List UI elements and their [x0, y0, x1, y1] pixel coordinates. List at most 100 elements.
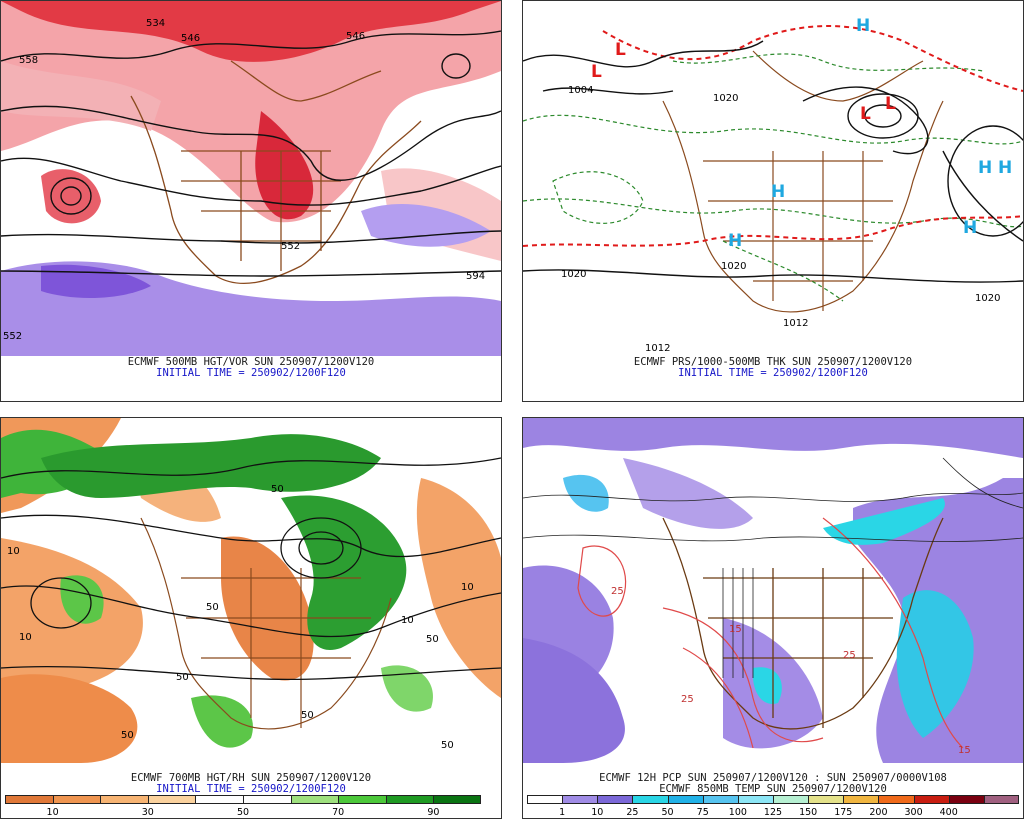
temp-label: 25 — [611, 586, 624, 597]
low-pressure-marker: L — [591, 62, 602, 82]
legend-tick-label: 400 — [939, 807, 958, 818]
legend-swatch — [737, 795, 773, 804]
rh-label: 50 — [271, 484, 284, 495]
panel-title: ECMWF 700MB HGT/RH SUN 250907/1200V120 — [130, 772, 372, 784]
legend-tick-label: 175 — [834, 807, 853, 818]
legend-tick-label: 200 — [869, 807, 888, 818]
legend-swatch — [772, 795, 809, 804]
rh-label: 50 — [121, 730, 134, 741]
isobar-label: 1004 — [568, 85, 593, 96]
rh-label: 50 — [426, 634, 439, 645]
panel-title: ECMWF 500MB HGT/VOR SUN 250907/1200V120 — [127, 356, 375, 368]
isobar-label: 1012 — [783, 318, 808, 329]
panel-title: ECMWF 12H PCP SUN 250907/1200V120 : SUN … — [599, 772, 947, 784]
panel-precip-850temp: 25 25 15 25 15 ECMWF 12H PCP SUN 250907/… — [522, 417, 1024, 819]
legend-tick-label: 50 — [236, 807, 250, 818]
isobar-label: 1020 — [975, 293, 1000, 304]
contour-label: 552 — [281, 241, 300, 252]
legend-swatch — [147, 795, 196, 804]
legend-tick-label: 30 — [141, 807, 154, 818]
low-pressure-marker: L — [615, 40, 626, 60]
legend-tick-label: 70 — [332, 807, 345, 818]
rh-label: 10 — [19, 632, 32, 643]
high-pressure-marker: H — [998, 158, 1012, 178]
contour-label: 558 — [19, 55, 38, 66]
legend-swatch — [702, 795, 738, 804]
legend-swatch — [433, 795, 481, 804]
contour-label: 546 — [346, 31, 365, 42]
contour-label: 546 — [181, 33, 200, 44]
initial-time: INITIAL TIME = 250902/1200F120 — [156, 367, 346, 379]
legend-tick-label: 50 — [661, 807, 674, 818]
temp-label: 15 — [958, 745, 971, 756]
legend-swatch — [527, 795, 563, 804]
temp-label: 15 — [729, 624, 742, 635]
panel-500mb-hgt-vor: 534 546 546 558 552 594 552 ECMWF 500MB … — [0, 0, 502, 402]
legend-tick-label: 10 — [591, 807, 604, 818]
isobar-label: 1020 — [561, 269, 586, 280]
rh-label: 10 — [461, 582, 474, 593]
legend-tick-label: 125 — [763, 807, 783, 818]
isobar-label: 1012 — [645, 343, 670, 354]
legend-tick-label: 10 — [46, 807, 59, 818]
legend-swatch — [338, 795, 386, 804]
legend-swatch — [667, 795, 703, 804]
legend-swatch — [913, 795, 949, 804]
map-700mb-rh: 10 50 50 10 50 50 10 50 50 50 10 — [1, 418, 501, 778]
legend-swatch — [562, 795, 598, 804]
legend-swatch — [878, 795, 914, 804]
temp-label: 25 — [681, 694, 694, 705]
panel-700mb-hgt-rh: 10 50 50 10 50 50 10 50 50 50 10 ECMWF 7… — [0, 417, 502, 819]
high-pressure-marker: H — [963, 218, 977, 238]
legend-tick-label: 100 — [728, 807, 747, 818]
panel-subtitle: ECMWF 850MB TEMP SUN 250907/1200V120 — [659, 783, 887, 795]
map-precip-850temp: 25 25 15 25 15 — [523, 418, 1023, 778]
rh-label: 50 — [301, 710, 314, 721]
contour-label: 534 — [146, 18, 165, 29]
map-500mb-vorticity: 534 546 546 558 552 594 552 — [1, 1, 501, 401]
legend-swatch — [983, 795, 1019, 804]
legend-tick-label: 75 — [696, 807, 709, 818]
legend-swatch — [242, 795, 291, 804]
isobar-label: 1020 — [713, 93, 738, 104]
precip-legend-ticks: 1 10 25 50 75 100 125 150 175 200 300 400 — [527, 807, 1019, 818]
legend-swatch — [195, 795, 243, 804]
legend-swatch — [948, 795, 984, 804]
panel-title: ECMWF PRS/1000-500MB THK SUN 250907/1200… — [633, 356, 913, 368]
legend-tick-label: 90 — [427, 807, 440, 818]
high-pressure-marker: H — [728, 231, 742, 251]
high-pressure-marker: H — [978, 158, 992, 178]
legend-swatch — [597, 795, 633, 804]
high-pressure-marker: H — [856, 16, 870, 36]
map-pressure-thickness: 1004 1020 1020 1012 1020 1020 1012 H H H… — [523, 1, 1023, 401]
precip-color-legend — [527, 795, 1019, 804]
rh-color-legend — [5, 795, 481, 804]
contour-label: 552 — [3, 331, 22, 342]
initial-time: INITIAL TIME = 250902/1200F120 — [156, 783, 346, 795]
rh-label: 10 — [7, 546, 20, 557]
isobar-label: 1020 — [721, 261, 746, 272]
legend-swatch — [385, 795, 434, 804]
legend-swatch — [808, 795, 844, 804]
legend-swatch — [5, 795, 53, 804]
initial-time: INITIAL TIME = 250902/1200F120 — [678, 367, 868, 379]
rh-label: 50 — [441, 740, 454, 751]
low-pressure-marker: L — [860, 104, 871, 124]
contour-label: 594 — [466, 271, 485, 282]
rh-label: 50 — [176, 672, 189, 683]
legend-tick-label: 25 — [626, 807, 639, 818]
panel-pressure-thickness: 1004 1020 1020 1012 1020 1020 1012 H H H… — [522, 0, 1024, 402]
legend-tick-label: 150 — [799, 807, 818, 818]
legend-swatch — [100, 795, 148, 804]
legend-swatch — [843, 795, 879, 804]
temp-label: 25 — [843, 650, 856, 661]
high-pressure-marker: H — [771, 182, 785, 202]
legend-swatch — [632, 795, 668, 804]
rh-label: 10 — [401, 615, 414, 626]
legend-tick-label: 1 — [559, 807, 566, 818]
rh-label: 50 — [206, 602, 219, 613]
legend-tick-label: 300 — [904, 807, 923, 818]
legend-swatch — [52, 795, 101, 804]
legend-swatch — [290, 795, 339, 804]
low-pressure-marker: L — [885, 94, 896, 114]
